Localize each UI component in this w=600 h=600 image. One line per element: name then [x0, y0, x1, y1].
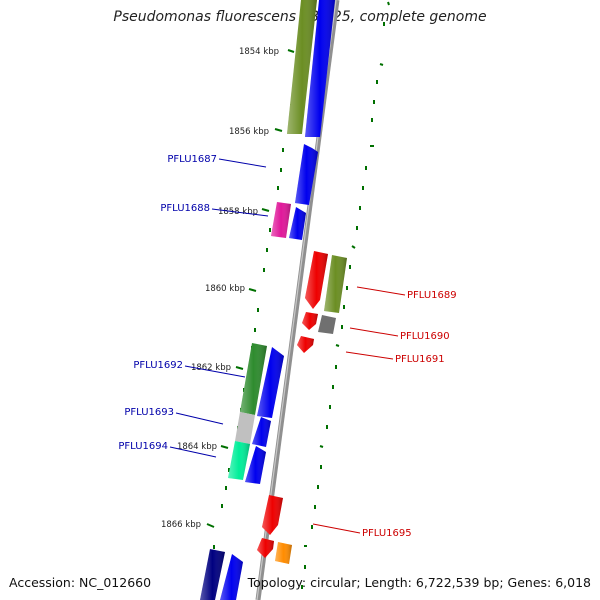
outer-tick-rail	[301, 1, 390, 589]
gene-label-pflu1687[interactable]: PFLU1687	[167, 154, 217, 165]
feature-pflu1690-misc	[318, 315, 336, 334]
gene-label-pflu1691[interactable]: PFLU1691	[395, 354, 445, 365]
label-leaders	[169, 158, 406, 534]
gene-label-pflu1689[interactable]: PFLU1689	[407, 290, 457, 301]
gene-label-pflu1688[interactable]: PFLU1688	[160, 203, 210, 214]
tick-label-1862: 1862 kbp	[191, 363, 231, 373]
feature-pflu1693-misc	[235, 412, 255, 444]
gene-label-pflu1695[interactable]: PFLU1695	[362, 528, 412, 539]
tick-label-1864: 1864 kbp	[177, 442, 217, 452]
tick-label-1860: 1860 kbp	[205, 284, 245, 294]
tick-label-1854: 1854 kbp	[239, 47, 279, 57]
gene-label-pflu1694[interactable]: PFLU1694	[118, 441, 168, 452]
gene-label-pflu1690[interactable]: PFLU1690	[400, 331, 450, 342]
gene-label-pflu1692[interactable]: PFLU1692	[133, 360, 183, 371]
reverse-features	[257, 251, 347, 564]
tick-label-1856: 1856 kbp	[229, 127, 269, 137]
accession-text: Accession: NC_012660	[9, 575, 152, 590]
tick-label-1866: 1866 kbp	[161, 520, 201, 530]
gene-label-pflu1693[interactable]: PFLU1693	[124, 407, 174, 418]
genome-summary-text: Topology: circular; Length: 6,722,539 bp…	[247, 575, 591, 590]
forward-features	[200, 0, 335, 600]
